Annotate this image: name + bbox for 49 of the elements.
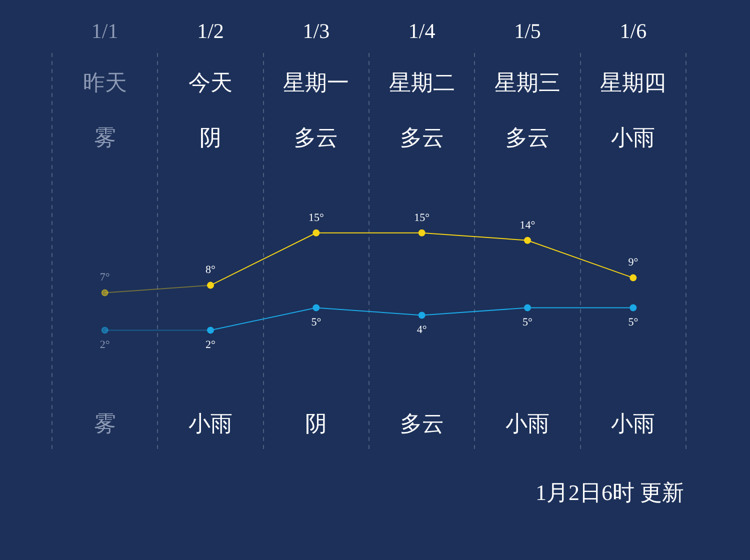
point — [312, 229, 320, 236]
annotation: 星期一 — [283, 70, 350, 95]
text: 1月2日6时 更新 — [536, 479, 684, 507]
annotation: 阴 — [200, 124, 222, 150]
data-label: 7° — [100, 272, 110, 284]
x-tick-label: 1/5 — [514, 19, 541, 44]
x-tick-label: 1/4 — [408, 19, 436, 44]
data-label: 2° — [100, 339, 110, 352]
data-label: 14° — [520, 219, 536, 232]
annotation: 星期三 — [494, 70, 560, 95]
data-label: 8° — [206, 264, 216, 276]
annotation: 小雨 — [188, 410, 232, 436]
annotation: 雾 — [94, 410, 116, 436]
point — [101, 326, 108, 334]
point — [418, 312, 426, 319]
annotation: 阴 — [305, 410, 328, 436]
data-label: 4° — [416, 324, 427, 336]
annotation: 多云 — [400, 410, 444, 436]
x-tick-label: 1/3 — [302, 19, 330, 44]
point — [524, 304, 531, 312]
data-label: 5° — [628, 316, 638, 329]
x-tick-label: 1/1 — [91, 19, 118, 44]
annotation: 星期四 — [600, 70, 666, 95]
annotation: 今天 — [188, 70, 232, 95]
data-label: 15° — [308, 212, 324, 224]
data-label: 5° — [311, 316, 322, 329]
data-label: 9° — [628, 256, 638, 269]
annotation: 小雨 — [611, 410, 656, 436]
annotation: 小雨 — [506, 410, 550, 436]
point — [312, 304, 320, 312]
point — [630, 304, 637, 312]
annotation: 多云 — [506, 124, 550, 150]
point — [630, 274, 637, 282]
annotation: 星期二 — [388, 70, 455, 95]
annotation: 雾 — [94, 124, 116, 150]
data-label: 5° — [522, 316, 532, 329]
point — [101, 289, 108, 296]
point — [418, 229, 426, 236]
annotation: 多云 — [400, 124, 444, 150]
point — [524, 236, 531, 244]
point — [207, 282, 214, 289]
data-label: 15° — [414, 212, 430, 224]
x-tick-label: 1/2 — [197, 19, 224, 44]
annotation: 小雨 — [611, 124, 656, 150]
annotation: 昨天 — [82, 70, 127, 95]
annotation: 多云 — [294, 124, 338, 150]
point — [207, 326, 214, 334]
x-tick-label: 1/6 — [620, 19, 647, 44]
data-label: 2° — [206, 339, 216, 352]
